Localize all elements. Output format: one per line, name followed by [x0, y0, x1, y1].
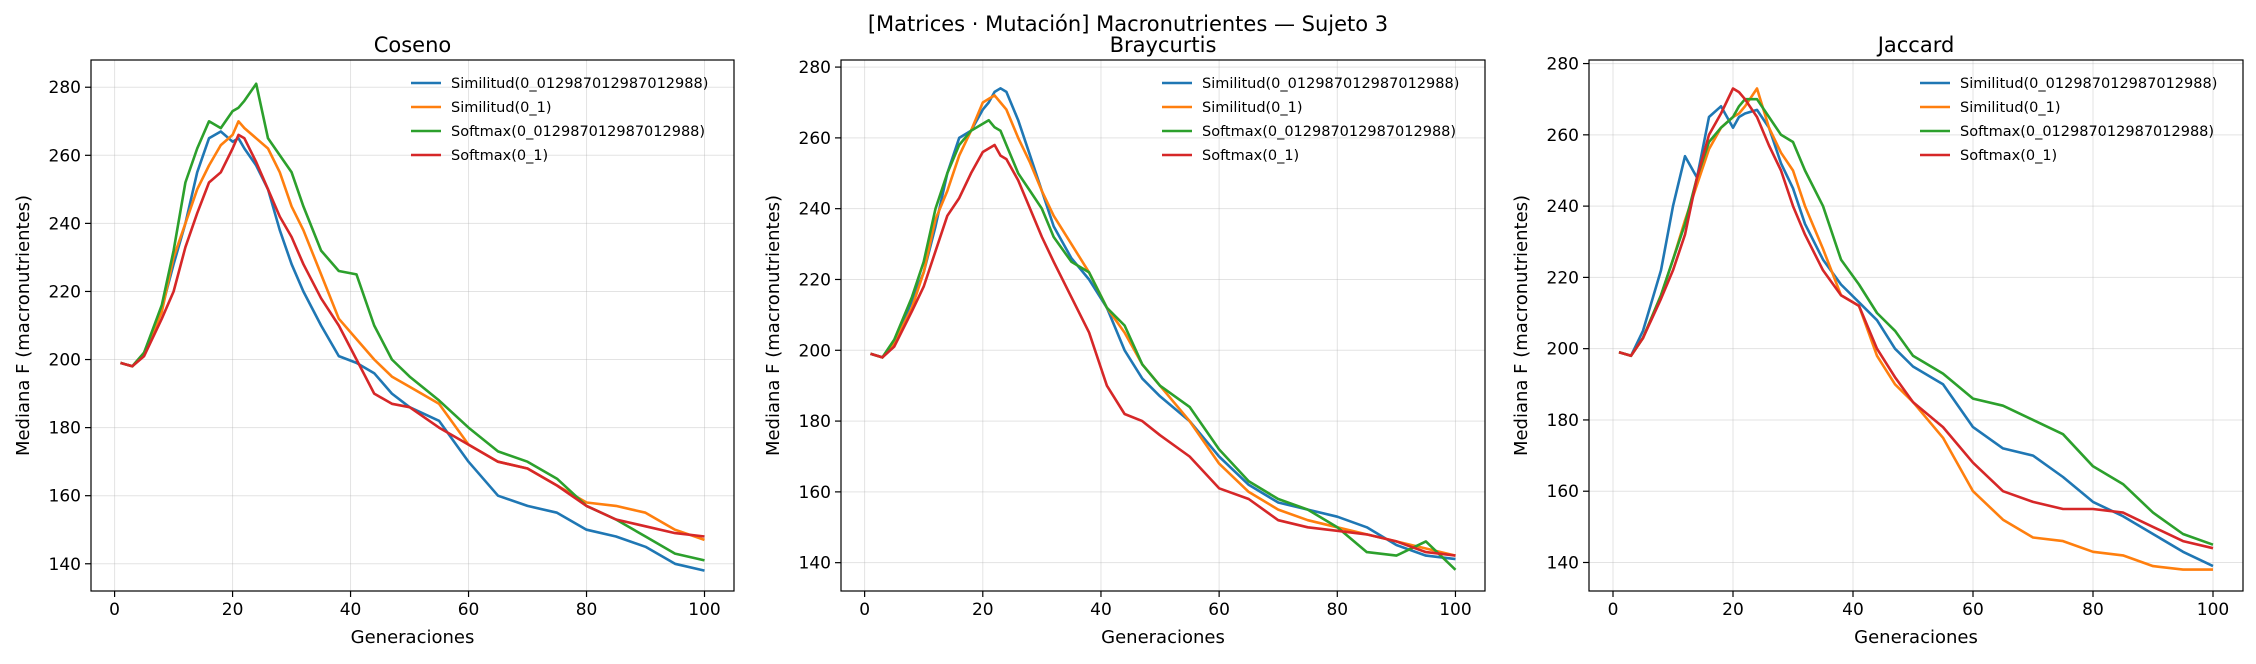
series-line-1	[1618, 105, 2214, 568]
y-tick-label: 260	[1547, 126, 1579, 146]
subplot-braycurtis: 0 20 40 60 80 100 140 160 180 200 220 240 260 280 Bra…	[763, 33, 1486, 648]
series-lines	[870, 87, 1457, 571]
ticks: 0 20 40 60 80 100 140 160 180 200 220 240 260 280	[799, 58, 1472, 620]
y-tick-label: 220	[1547, 268, 1579, 288]
x-axis-label: Generaciones	[351, 627, 475, 648]
x-tick-label: 0	[109, 600, 120, 620]
grid	[91, 60, 734, 591]
subplot-title: Jaccard	[1876, 33, 1955, 57]
figure-suptitle: [Matrices · Mutación] Macronutrientes — …	[868, 12, 1388, 36]
series-line-1	[120, 130, 705, 572]
y-tick-label: 140	[799, 554, 831, 574]
axes-frame	[840, 59, 1486, 592]
x-tick-label: 60	[1208, 600, 1230, 620]
grid	[841, 60, 1485, 591]
legend-entry: Softmax(0_1)	[1960, 148, 2057, 164]
y-tick-label: 200	[1547, 340, 1579, 360]
legend-entry: Similitud(0_012987012987012988)	[451, 76, 708, 92]
y-axis-label: Mediana F (macronutrientes)	[13, 195, 34, 456]
x-tick-label: 40	[340, 600, 362, 620]
x-tick-label: 80	[2082, 600, 2104, 620]
y-tick-label: 180	[49, 419, 81, 439]
x-tick-label: 100	[1439, 600, 1471, 620]
x-tick-label: 80	[576, 600, 598, 620]
y-tick-label: 260	[49, 146, 81, 166]
x-tick-label: 40	[1842, 600, 1864, 620]
y-tick-label: 240	[1547, 197, 1579, 217]
x-tick-label: 0	[1608, 600, 1619, 620]
y-tick-label: 160	[1547, 482, 1579, 502]
y-tick-label: 280	[799, 58, 831, 78]
series-lines	[1618, 87, 2214, 571]
legend-entry: Softmax(0_1)	[451, 148, 548, 164]
y-tick-label: 240	[799, 200, 831, 220]
y-tick-label: 140	[1547, 553, 1579, 573]
x-tick-label: 20	[1722, 600, 1744, 620]
series-line-3	[1618, 97, 2214, 546]
x-tick-label: 60	[458, 600, 480, 620]
legend-entry: Softmax(0_012987012987012988)	[451, 124, 705, 140]
x-tick-label: 20	[972, 600, 994, 620]
y-tick-label: 180	[1547, 411, 1579, 431]
y-tick-label: 200	[49, 351, 81, 371]
y-tick-label: 240	[49, 214, 81, 234]
subplot-jaccard: 0 20 40 60 80 100 140 160 180 200 220 240 260 280 Jac…	[1511, 33, 2244, 648]
x-tick-label: 0	[859, 600, 870, 620]
y-tick-label: 220	[799, 270, 831, 290]
legend: Similitud(0_012987012987012988) Similitud…	[411, 76, 708, 164]
legend-entry: Softmax(0_012987012987012988)	[1202, 124, 1456, 140]
series-line-4	[870, 143, 1456, 557]
ticks: 0 20 40 60 80 100 140 160 180 200 220 240 260 280	[1547, 55, 2230, 620]
axes-frame	[1588, 59, 2244, 592]
axes-frame	[90, 59, 735, 592]
series-line-2	[1618, 87, 2213, 571]
y-tick-label: 220	[49, 282, 81, 302]
legend: Similitud(0_012987012987012988) Similitud…	[1920, 76, 2217, 164]
legend-entry: Similitud(0_1)	[451, 100, 552, 116]
subplot-title: Coseno	[374, 33, 452, 57]
y-tick-label: 140	[49, 555, 81, 575]
series-line-1	[870, 87, 1456, 561]
series-lines	[120, 82, 705, 572]
y-tick-label: 200	[799, 341, 831, 361]
legend-entry: Softmax(0_1)	[1202, 148, 1299, 164]
legend-entry: Similitud(0_1)	[1202, 100, 1303, 116]
y-tick-label: 260	[799, 129, 831, 149]
x-tick-label: 100	[688, 600, 720, 620]
legend-entry: Softmax(0_012987012987012988)	[1960, 124, 2214, 140]
x-axis-label: Generaciones	[1101, 627, 1225, 648]
ticks: 0 20 40 60 80 100 140 160 180 200 220 240 260 280	[49, 78, 721, 620]
x-tick-label: 60	[1962, 600, 1984, 620]
y-axis-label: Mediana F (macronutrientes)	[763, 195, 784, 456]
x-tick-label: 100	[2197, 600, 2229, 620]
series-line-3	[870, 118, 1457, 571]
x-tick-label: 40	[1090, 600, 1112, 620]
series-line-4	[1618, 87, 2214, 550]
x-tick-label: 80	[1326, 600, 1348, 620]
series-line-3	[120, 82, 705, 562]
legend-entry: Similitud(0_012987012987012988)	[1960, 76, 2217, 92]
legend-entry: Similitud(0_012987012987012988)	[1202, 76, 1459, 92]
y-tick-label: 280	[49, 78, 81, 98]
y-axis-label: Mediana F (macronutrientes)	[1511, 195, 1532, 456]
legend-entry: Similitud(0_1)	[1960, 100, 2061, 116]
legend: Similitud(0_012987012987012988) Similitud…	[1162, 76, 1459, 164]
y-tick-label: 160	[49, 487, 81, 507]
series-line-4	[120, 133, 705, 538]
series-line-2	[870, 94, 1456, 557]
subplot-title: Braycurtis	[1110, 33, 1217, 57]
y-tick-label: 280	[1547, 55, 1579, 75]
y-tick-label: 180	[799, 412, 831, 432]
x-axis-label: Generaciones	[1854, 627, 1978, 648]
y-tick-label: 160	[799, 483, 831, 503]
x-tick-label: 20	[222, 600, 244, 620]
subplot-coseno: 0 20 40 60 80 100 140 160 180 200 220 240 260 280 Cos…	[13, 33, 735, 648]
